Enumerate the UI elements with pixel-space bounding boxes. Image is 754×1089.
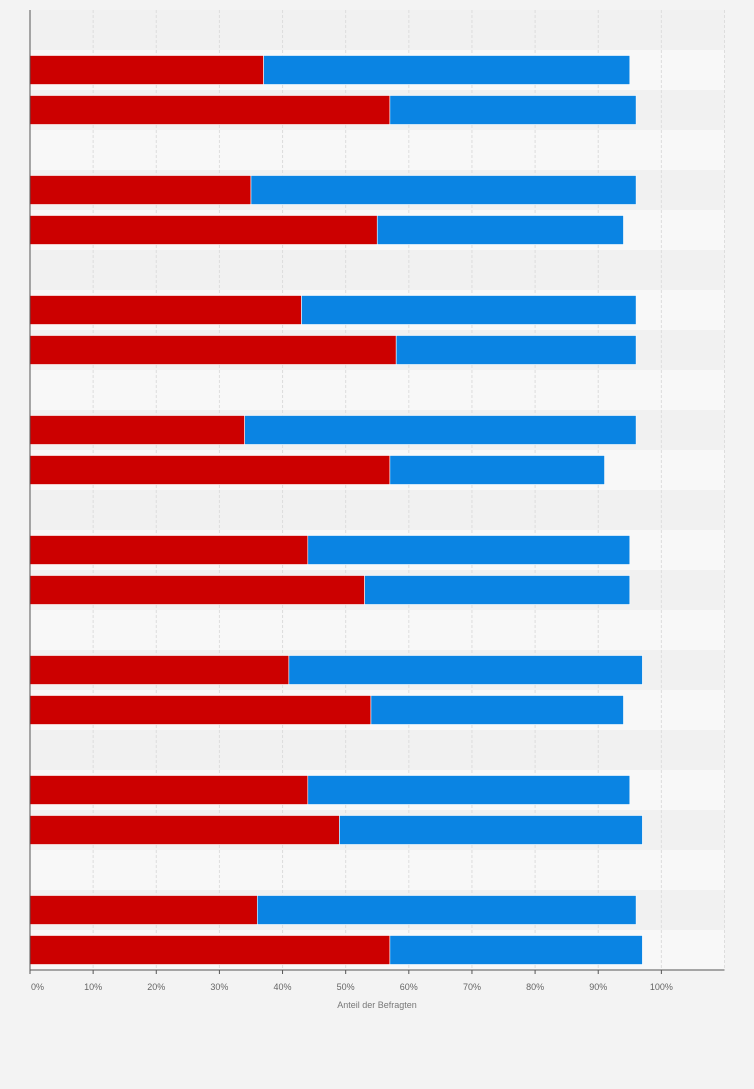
bar-segment-series-2[interactable] — [307, 775, 631, 805]
bar-segment-series-2[interactable] — [307, 535, 631, 565]
x-tick-label: 10% — [84, 982, 102, 992]
x-tick-label: 30% — [210, 982, 228, 992]
bar-segment-series-2[interactable] — [389, 455, 605, 485]
row-band — [30, 370, 725, 410]
bar-segment-series-1[interactable] — [29, 655, 290, 685]
bar-segment-series-2[interactable] — [256, 895, 637, 925]
bar-segment-series-2[interactable] — [263, 55, 631, 85]
bar-segment-series-2[interactable] — [376, 215, 624, 245]
x-tick-label: 50% — [337, 982, 355, 992]
row-band — [30, 250, 725, 290]
bar-segment-series-1[interactable] — [29, 455, 391, 485]
row-band — [30, 610, 725, 650]
x-tick-label: 60% — [400, 982, 418, 992]
x-tick-label: 80% — [526, 982, 544, 992]
bar-segment-series-1[interactable] — [29, 55, 264, 85]
x-axis-title: Anteil der Befragten — [337, 1000, 417, 1010]
bar-segment-series-1[interactable] — [29, 695, 372, 725]
x-tick-label: 90% — [589, 982, 607, 992]
x-tick-label: 20% — [147, 982, 165, 992]
bar-segment-series-2[interactable] — [288, 655, 643, 685]
row-band — [30, 730, 725, 770]
x-tick-label: 0% — [31, 982, 44, 992]
bar-segment-series-2[interactable] — [244, 415, 637, 445]
bar-segment-series-1[interactable] — [29, 535, 309, 565]
bar-segment-series-1[interactable] — [29, 935, 391, 965]
bar-segment-series-2[interactable] — [389, 935, 643, 965]
row-band — [30, 10, 725, 50]
bar-segment-series-1[interactable] — [29, 295, 302, 325]
bar-segment-series-2[interactable] — [364, 575, 631, 605]
bar-segment-series-1[interactable] — [29, 895, 258, 925]
gridlines — [92, 10, 725, 970]
bar-segment-series-2[interactable] — [395, 335, 637, 365]
x-tick-label: 70% — [463, 982, 481, 992]
x-tick-label: 40% — [274, 982, 292, 992]
bar-segment-series-2[interactable] — [339, 815, 643, 845]
bar-segment-series-1[interactable] — [29, 415, 245, 445]
x-tick-label: 100% — [650, 982, 673, 992]
bar-segment-series-1[interactable] — [29, 775, 309, 805]
bar-segment-series-1[interactable] — [29, 215, 378, 245]
bar-segment-series-1[interactable] — [29, 335, 397, 365]
bar-segment-series-1[interactable] — [29, 815, 340, 845]
bar-segment-series-2[interactable] — [370, 695, 624, 725]
row-band — [30, 850, 725, 890]
bar-segment-series-2[interactable] — [250, 175, 637, 205]
bars — [29, 55, 643, 965]
bar-segment-series-2[interactable] — [389, 95, 637, 125]
row-band — [30, 130, 725, 170]
axes: 0% 10% 20% 30% 40% 50% 60% 70% 80% 90% 100% — [29, 10, 725, 992]
bar-segment-series-1[interactable] — [29, 95, 391, 125]
bar-segment-series-1[interactable] — [29, 175, 252, 205]
row-band — [30, 490, 725, 530]
bar-segment-series-1[interactable] — [29, 575, 365, 605]
bar-segment-series-2[interactable] — [301, 295, 637, 325]
